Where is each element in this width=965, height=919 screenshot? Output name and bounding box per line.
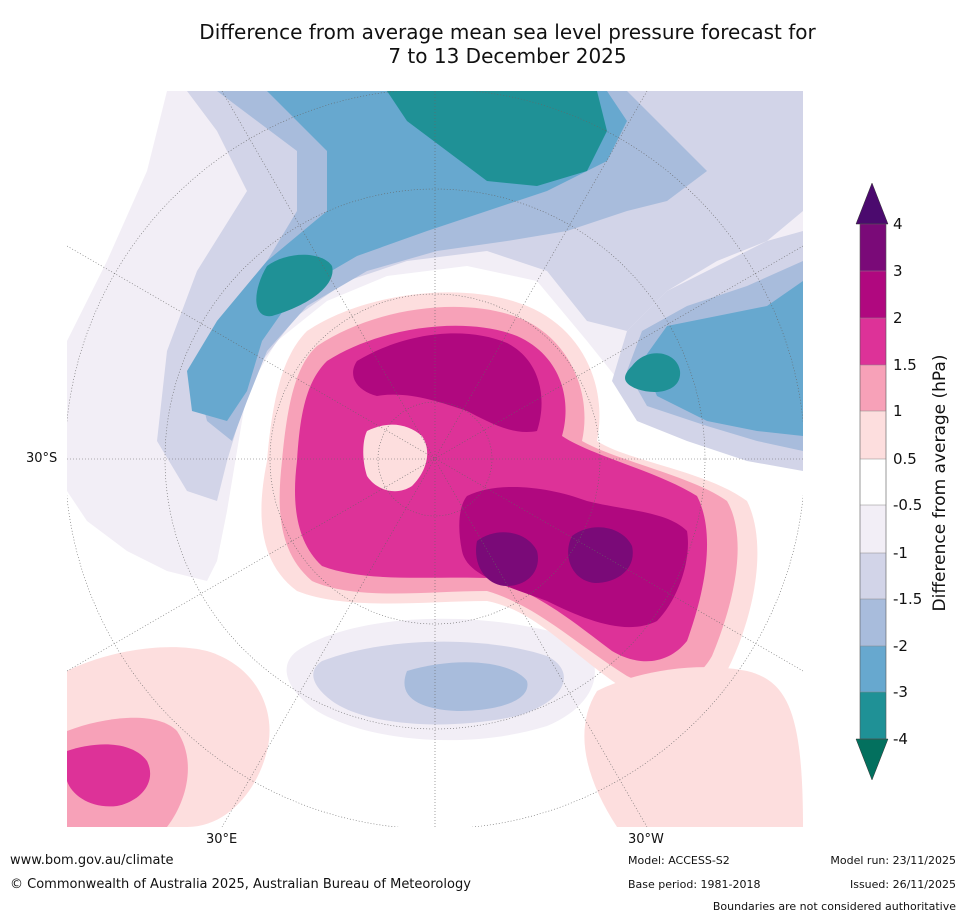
issued-date: Issued: 26/11/2025 — [849, 878, 956, 891]
colorbar-segment-1-15 — [860, 365, 886, 411]
colorbar-tick: -1 — [893, 544, 908, 562]
anomaly-area-pos-2 — [353, 333, 542, 432]
colorbar-arrow-bottom — [855, 738, 889, 781]
title-line-1: Difference from average mean sea level p… — [199, 20, 816, 44]
colorbar-title: Difference from average (hPa) — [930, 354, 950, 612]
colorbar-separators — [860, 270, 886, 693]
graticule — [67, 91, 803, 827]
anomaly-area-neg-3-b — [256, 254, 333, 317]
colorbar — [852, 180, 962, 785]
anomaly-area-neg-15 — [197, 91, 707, 441]
colorbar-tick: -2 — [893, 637, 908, 655]
colorbar-tick: -1.5 — [893, 590, 923, 608]
colorbar-segment-3-4 — [860, 224, 886, 271]
website-link[interactable]: www.bom.gov.au/climate — [10, 853, 174, 868]
lat-label-30s: 30°S — [26, 451, 58, 466]
colorbar-tick: 2 — [893, 309, 903, 327]
polar-map[interactable] — [67, 91, 803, 827]
colorbar-tick: 3 — [893, 262, 903, 280]
model-info: Model: ACCESS-S2 — [628, 854, 730, 867]
colorbar-segment-m4-m3 — [860, 692, 886, 739]
base-period: Base period: 1981-2018 — [628, 878, 761, 891]
colorbar-tick: 0.5 — [893, 450, 917, 468]
colorbar-outline — [859, 223, 887, 740]
colorbar-segment-15-2 — [860, 318, 886, 365]
colorbar-tick: -0.5 — [893, 496, 923, 514]
chart-title: Difference from average mean sea level p… — [0, 20, 965, 68]
anomaly-area-neg-south-15 — [404, 662, 528, 711]
colorbar-svg — [855, 182, 889, 781]
colorbar-tick: -4 — [893, 730, 908, 748]
colorbar-tick: 1 — [893, 402, 903, 420]
anomaly-area-pos-3 — [476, 532, 538, 586]
disclaimer: Boundaries are not considered authoritat… — [712, 900, 956, 913]
lon-label-30e: 30°E — [206, 832, 238, 847]
colorbar-segment-neutral — [860, 459, 886, 505]
anomaly-area-neg-right-3 — [625, 353, 681, 392]
colorbar-segment-2-3 — [860, 271, 886, 318]
colorbar-tick: 4 — [893, 215, 903, 233]
lon-label-30w: 30°W — [628, 832, 664, 847]
anomaly-area-neg-right-2 — [642, 281, 803, 436]
model-run: Model run: 23/11/2025 — [830, 854, 956, 867]
colorbar-segment-m3-m2 — [860, 646, 886, 692]
anomaly-area-pos-light-inner — [363, 424, 428, 492]
map-svg — [67, 91, 803, 827]
anomaly-area-neg-3 — [387, 91, 607, 186]
title-line-2: 7 to 13 December 2025 — [388, 44, 627, 68]
colorbar-arrow-top — [855, 182, 889, 225]
colorbar-tick: 1.5 — [893, 356, 917, 374]
colorbar-segment-m2-m15 — [860, 599, 886, 646]
colorbar-segment-m1-m05 — [860, 505, 886, 553]
colorbar-segment-05-1 — [860, 411, 886, 459]
anomaly-area-pos-br-05 — [584, 667, 803, 827]
colorbar-segment-m15-m1 — [860, 553, 886, 599]
colorbar-tick: -3 — [893, 683, 908, 701]
anomaly-area-pos-3-b — [568, 527, 633, 583]
copyright: © Commonwealth of Australia 2025, Austra… — [10, 877, 471, 892]
anomaly-area-pos-bl-15 — [67, 744, 151, 807]
